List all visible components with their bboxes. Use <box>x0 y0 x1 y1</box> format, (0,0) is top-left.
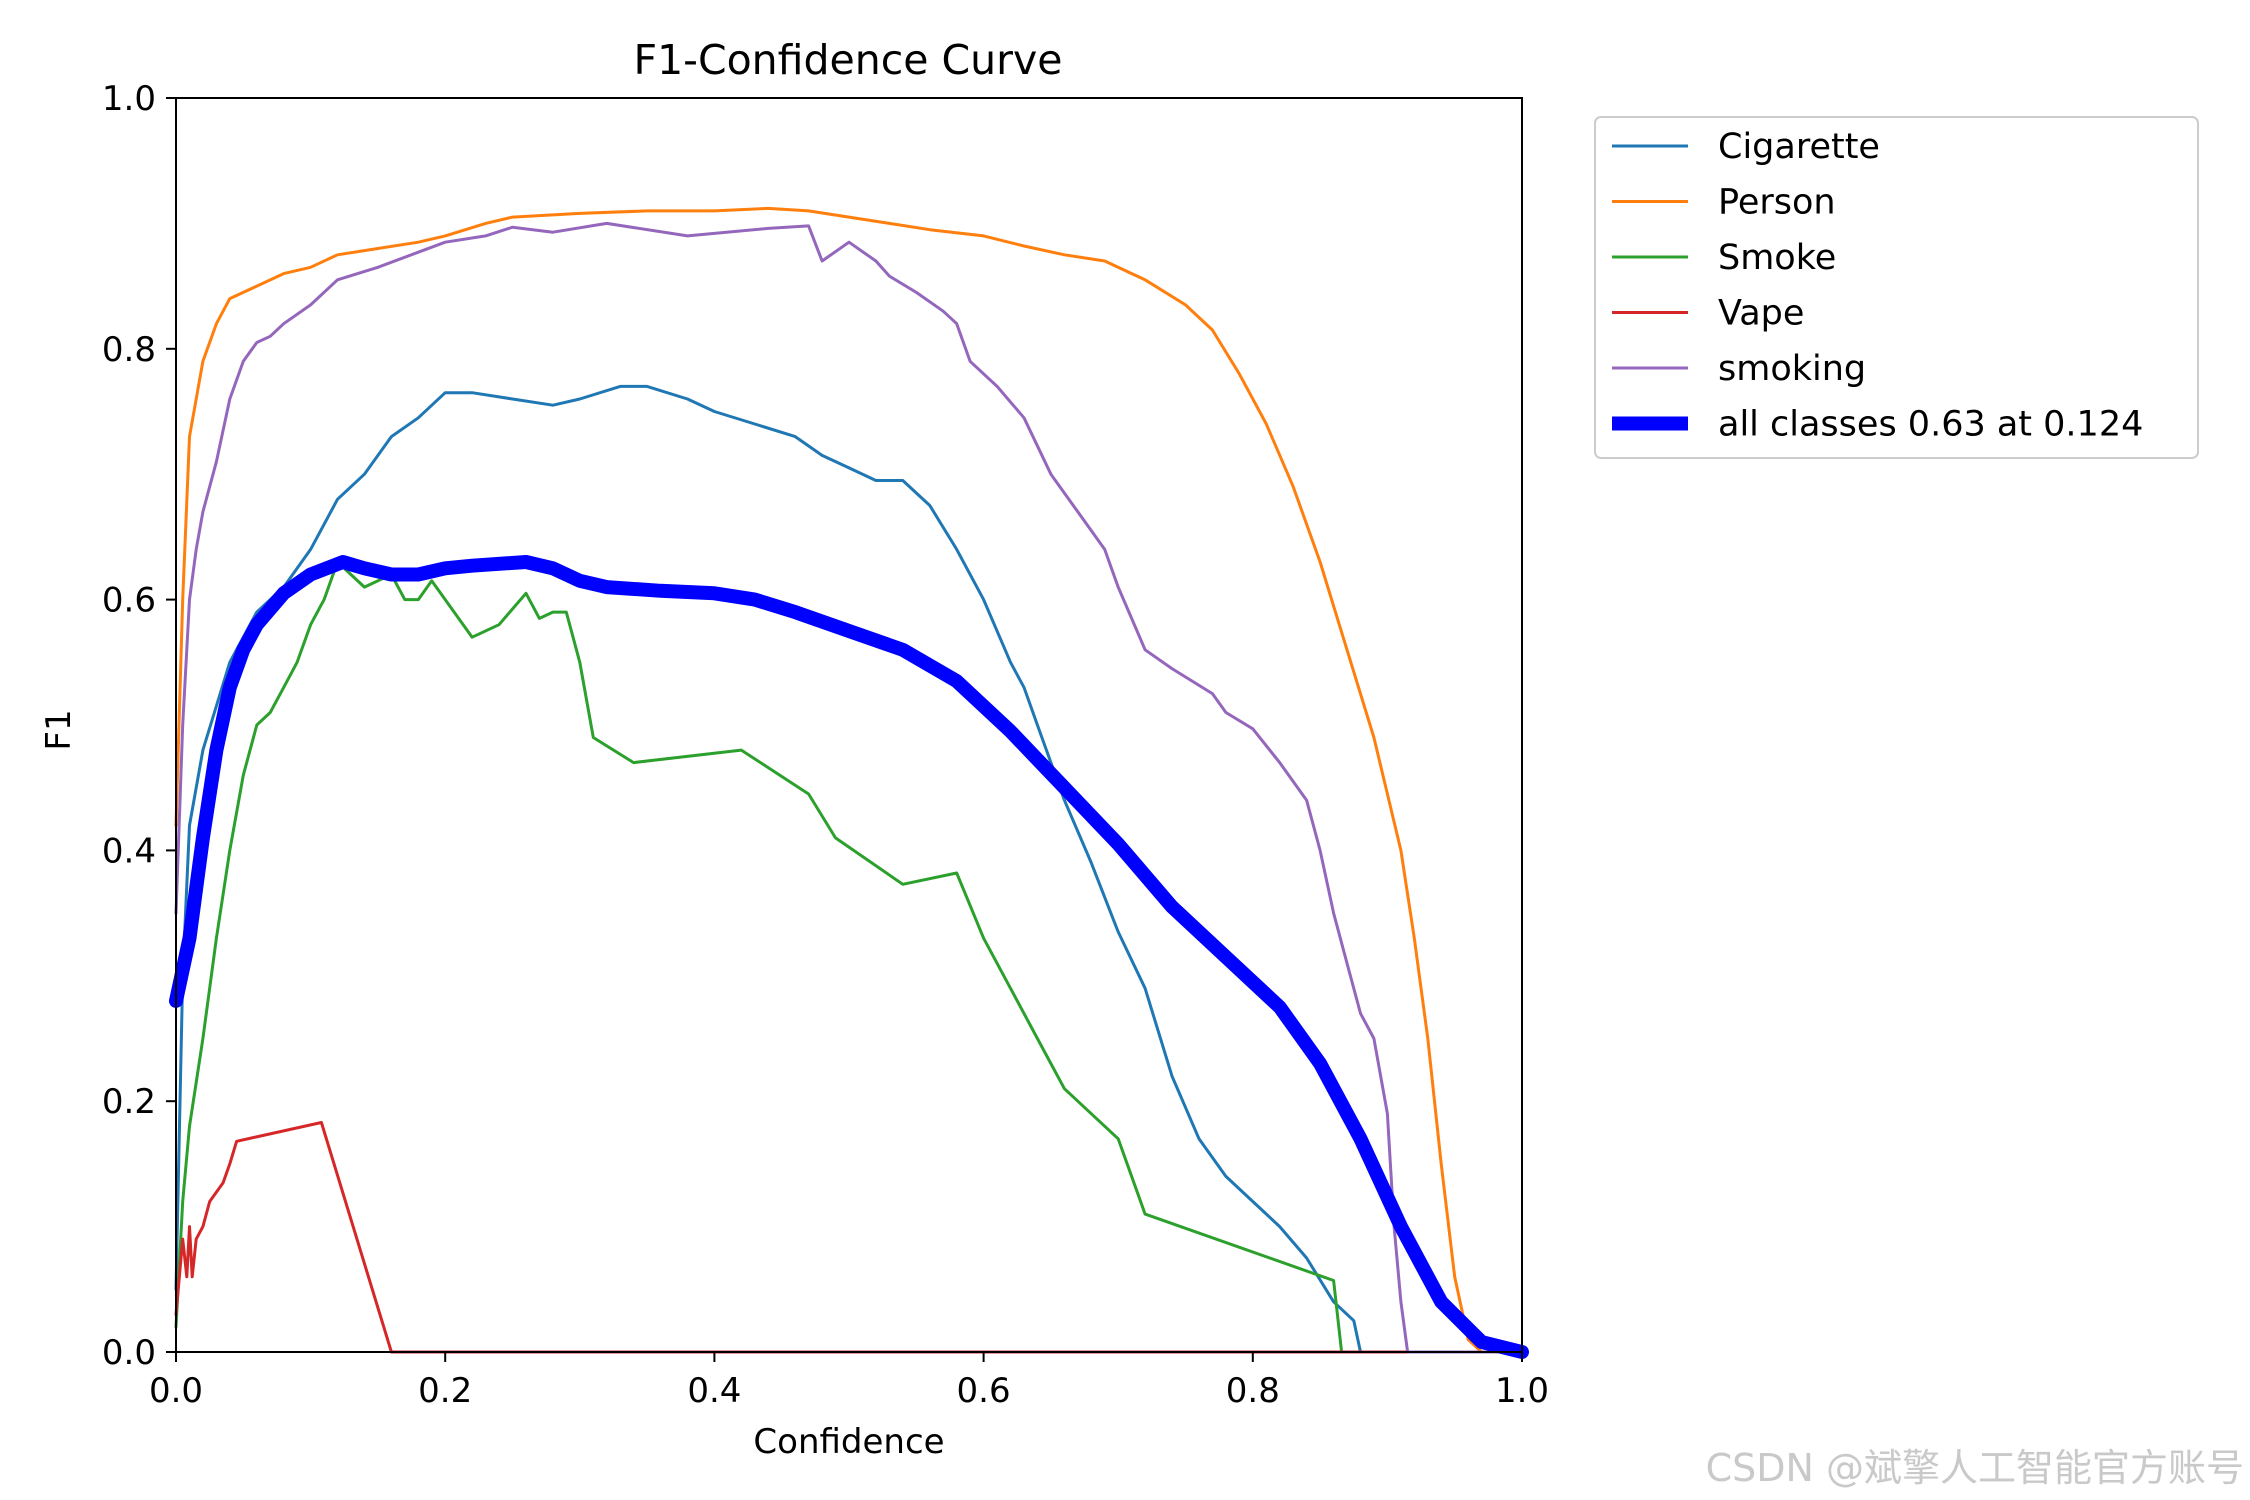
legend-label: Vape <box>1718 294 1804 334</box>
legend: Cigarette Person Smoke Vape smoking all class… <box>1594 116 2199 459</box>
series-line-4 <box>174 221 1524 1354</box>
legend-label: all classes 0.63 at 0.124 <box>1718 405 2143 445</box>
series-line-5 <box>169 555 1529 1359</box>
y-tick-label: 0.2 <box>102 1082 156 1122</box>
legend-label: Person <box>1718 183 1836 223</box>
chart-title: F1-Confidence Curve <box>634 36 1063 84</box>
x-tick-label: 0.6 <box>957 1371 1011 1411</box>
y-tick-label: 0.4 <box>102 831 156 871</box>
x-tick-label: 0.8 <box>1226 1371 1280 1411</box>
series-line-3 <box>174 1121 1524 1354</box>
series-layer <box>169 206 1529 1359</box>
watermark: CSDN @斌擎人工智能官方账号 <box>1705 1446 2244 1490</box>
y-axis-label: F1 <box>39 709 79 750</box>
series-line-0 <box>174 384 1524 1354</box>
y-tick-label: 1.0 <box>102 79 156 119</box>
series-line-2 <box>174 560 1524 1354</box>
x-axis-label: Confidence <box>753 1422 944 1462</box>
plot-area-frame <box>175 97 1523 1353</box>
y-tick-label: 0.8 <box>102 330 156 370</box>
y-tick-label: 0.6 <box>102 581 156 621</box>
y-tick-label: 0.0 <box>102 1333 156 1373</box>
x-tick-label: 0.0 <box>149 1371 203 1411</box>
y-axis: 0.0 0.2 0.4 0.6 0.8 1.0 <box>102 79 176 1373</box>
x-tick-label: 0.2 <box>418 1371 472 1411</box>
x-axis: 0.0 0.2 0.4 0.6 0.8 1.0 <box>149 1352 1549 1411</box>
legend-label: Cigarette <box>1718 127 1880 167</box>
legend-label: Smoke <box>1718 238 1836 278</box>
legend-frame <box>1594 116 2199 459</box>
x-tick-label: 1.0 <box>1495 1371 1549 1411</box>
x-tick-label: 0.4 <box>687 1371 741 1411</box>
series-line-1 <box>174 206 1524 1354</box>
legend-label: smoking <box>1718 349 1866 389</box>
